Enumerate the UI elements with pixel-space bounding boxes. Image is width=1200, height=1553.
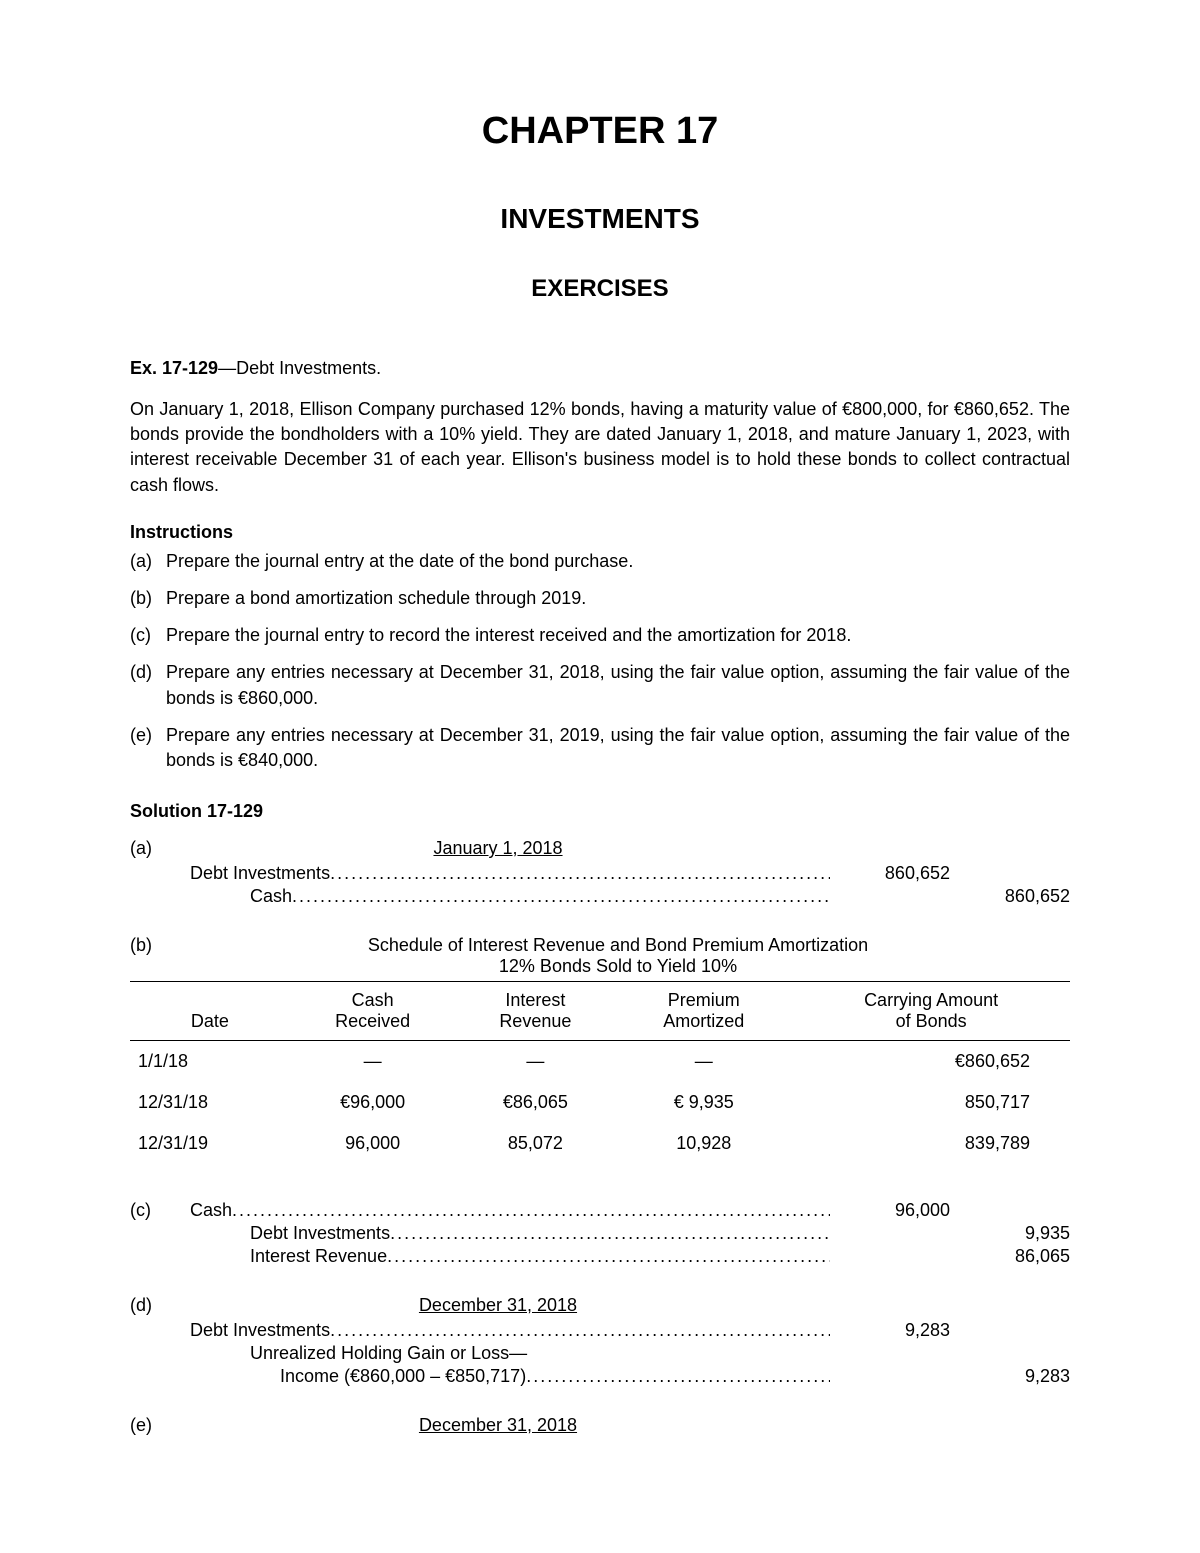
credit-amount: 860,652 — [950, 886, 1070, 907]
col-header-carrying: Carrying Amountof Bonds — [792, 982, 1070, 1041]
solution-part-b-header: (b) Schedule of Interest Revenue and Bon… — [130, 935, 1070, 977]
exercise-body: On January 1, 2018, Ellison Company purc… — [130, 397, 1070, 498]
col-header-cash: CashReceived — [290, 982, 456, 1041]
account-name: Cash — [250, 886, 830, 907]
document-page: CHAPTER 17 INVESTMENTS EXERCISES Ex. 17-… — [0, 0, 1200, 1524]
part-letter: (a) — [130, 838, 166, 859]
instruction-text: Prepare the journal entry to record the … — [166, 623, 1070, 648]
journal-line: Debt Investments 9,935 — [130, 1223, 1070, 1244]
instruction-item: (a) Prepare the journal entry at the dat… — [130, 549, 1070, 574]
entry-date: December 31, 2018 — [166, 1295, 830, 1316]
journal-line: Debt Investments 860,652 — [130, 863, 1070, 884]
credit-amount — [950, 1200, 1070, 1221]
instruction-item: (d) Prepare any entries necessary at Dec… — [130, 660, 1070, 710]
account-name: Income (€860,000 – €850,717) — [280, 1366, 830, 1387]
schedule-title-1: Schedule of Interest Revenue and Bond Pr… — [166, 935, 1070, 956]
instruction-letter: (c) — [130, 623, 166, 648]
instruction-text: Prepare the journal entry at the date of… — [166, 549, 1070, 574]
instruction-letter: (a) — [130, 549, 166, 574]
exercise-number: Ex. 17-129 — [130, 358, 218, 378]
instruction-letter: (b) — [130, 586, 166, 611]
cell-carrying: €860,652 — [792, 1041, 1070, 1083]
col-header-interest: InterestRevenue — [455, 982, 615, 1041]
instructions-list: (a) Prepare the journal entry at the dat… — [130, 549, 1070, 773]
debit-amount: 860,652 — [830, 863, 950, 884]
credit-amount: 9,935 — [950, 1223, 1070, 1244]
cell-interest: €86,065 — [455, 1082, 615, 1123]
instruction-text: Prepare any entries necessary at Decembe… — [166, 660, 1070, 710]
debit-amount: 96,000 — [830, 1200, 950, 1221]
col-header-date: Date — [130, 982, 290, 1041]
account-name: Unrealized Holding Gain or Loss— — [250, 1343, 830, 1364]
table-row: 1/1/18 — — — €860,652 — [130, 1041, 1070, 1083]
account-name: Cash — [190, 1200, 830, 1221]
credit-amount — [950, 1343, 1070, 1364]
exercise-label: Ex. 17-129—Debt Investments. — [130, 358, 1070, 379]
solution-part-c: (c) Cash 96,000 Debt Investments 9,935 I… — [130, 1200, 1070, 1267]
debit-amount — [830, 1366, 950, 1387]
amortization-table: Date CashReceived InterestRevenue Premiu… — [130, 981, 1070, 1164]
solution-part-e: (e) December 31, 2018 — [130, 1415, 1070, 1436]
part-letter: (b) — [130, 935, 166, 977]
col-header-premium: PremiumAmortized — [615, 982, 792, 1041]
debit-amount — [830, 1246, 950, 1267]
credit-amount: 86,065 — [950, 1246, 1070, 1267]
account-name: Debt Investments — [250, 1223, 830, 1244]
cell-date: 12/31/19 — [130, 1123, 290, 1164]
instruction-item: (b) Prepare a bond amortization schedule… — [130, 586, 1070, 611]
credit-amount — [950, 863, 1070, 884]
journal-line: Unrealized Holding Gain or Loss— — [130, 1343, 1070, 1364]
instruction-item: (e) Prepare any entries necessary at Dec… — [130, 723, 1070, 773]
cell-premium: 10,928 — [615, 1123, 792, 1164]
solution-part-d: (d) December 31, 2018 Debt Investments 9… — [130, 1295, 1070, 1387]
journal-line: Cash 860,652 — [130, 886, 1070, 907]
cell-cash: — — [290, 1041, 456, 1083]
journal-line: Debt Investments 9,283 — [130, 1320, 1070, 1341]
cell-interest: — — [455, 1041, 615, 1083]
account-name: Debt Investments — [190, 1320, 830, 1341]
entry-date: January 1, 2018 — [166, 838, 830, 859]
table-row: 12/31/18 €96,000 €86,065 € 9,935 850,717 — [130, 1082, 1070, 1123]
cell-carrying: 850,717 — [792, 1082, 1070, 1123]
cell-premium: € 9,935 — [615, 1082, 792, 1123]
solution-heading: Solution 17-129 — [130, 801, 1070, 822]
exercise-title: —Debt Investments. — [218, 358, 381, 378]
journal-line: Income (€860,000 – €850,717) 9,283 — [130, 1366, 1070, 1387]
instruction-letter: (d) — [130, 660, 166, 710]
part-letter: (e) — [130, 1415, 166, 1436]
instruction-text: Prepare any entries necessary at Decembe… — [166, 723, 1070, 773]
chapter-title: CHAPTER 17 — [130, 110, 1070, 153]
cell-cash: 96,000 — [290, 1123, 456, 1164]
cell-date: 12/31/18 — [130, 1082, 290, 1123]
debit-amount — [830, 886, 950, 907]
journal-line: Interest Revenue 86,065 — [130, 1246, 1070, 1267]
schedule-title-2: 12% Bonds Sold to Yield 10% — [166, 956, 1070, 977]
instruction-item: (c) Prepare the journal entry to record … — [130, 623, 1070, 648]
cell-date: 1/1/18 — [130, 1041, 290, 1083]
entry-date: December 31, 2018 — [166, 1415, 830, 1436]
section-heading: EXERCISES — [130, 275, 1070, 303]
debit-amount — [830, 1343, 950, 1364]
debit-amount — [830, 1223, 950, 1244]
subtitle: INVESTMENTS — [130, 203, 1070, 235]
cell-carrying: 839,789 — [792, 1123, 1070, 1164]
solution-part-a: (a) January 1, 2018 Debt Investments 860… — [130, 838, 1070, 907]
instruction-letter: (e) — [130, 723, 166, 773]
debit-amount: 9,283 — [830, 1320, 950, 1341]
instructions-heading: Instructions — [130, 522, 1070, 543]
journal-line: (c) Cash 96,000 — [130, 1200, 1070, 1221]
instruction-text: Prepare a bond amortization schedule thr… — [166, 586, 1070, 611]
part-letter: (c) — [130, 1200, 166, 1221]
part-letter: (d) — [130, 1295, 166, 1316]
credit-amount — [950, 1320, 1070, 1341]
account-name: Interest Revenue — [250, 1246, 830, 1267]
account-name: Debt Investments — [190, 863, 830, 884]
cell-cash: €96,000 — [290, 1082, 456, 1123]
table-row: 12/31/19 96,000 85,072 10,928 839,789 — [130, 1123, 1070, 1164]
cell-premium: — — [615, 1041, 792, 1083]
cell-interest: 85,072 — [455, 1123, 615, 1164]
credit-amount: 9,283 — [950, 1366, 1070, 1387]
